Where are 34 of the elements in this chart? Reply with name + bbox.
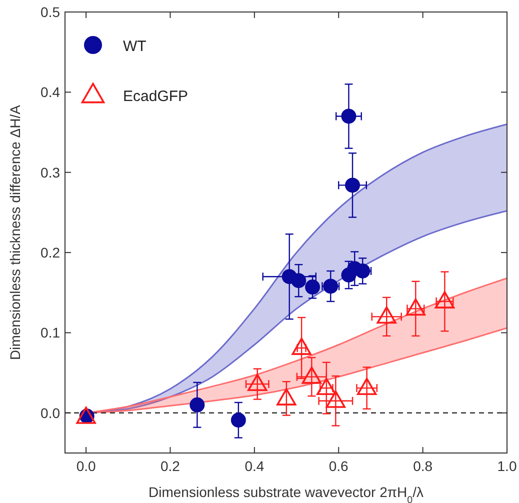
point bbox=[357, 378, 377, 396]
x-axis-title: Dimensionless substrate wavevector 2πH$_{0}$/λ bbox=[148, 484, 424, 503]
point bbox=[190, 397, 205, 412]
y-tick-label: 0.3 bbox=[40, 164, 60, 180]
point bbox=[305, 280, 320, 295]
point bbox=[291, 273, 306, 288]
point bbox=[276, 388, 296, 406]
x-tick-label: 1.0 bbox=[497, 458, 517, 474]
y-axis-title: Dimensionless thickness difference ΔH/A bbox=[7, 104, 23, 360]
y-tick-label: 0.2 bbox=[40, 244, 60, 261]
y-tick-label: 0.1 bbox=[40, 324, 60, 341]
x-tick-label: 0.6 bbox=[328, 458, 349, 474]
point bbox=[376, 306, 396, 324]
point bbox=[248, 374, 268, 392]
point bbox=[355, 263, 370, 278]
point bbox=[316, 378, 336, 396]
point bbox=[292, 338, 312, 355]
y-tick-label: 0.4 bbox=[40, 84, 60, 100]
point bbox=[434, 291, 455, 308]
x-tick-label: 0.4 bbox=[244, 458, 264, 474]
point bbox=[326, 390, 346, 408]
legend-label: WT bbox=[123, 38, 146, 55]
point bbox=[345, 178, 360, 193]
x-tick-label: 0.0 bbox=[76, 458, 96, 474]
point bbox=[323, 278, 338, 294]
point bbox=[76, 406, 96, 424]
point bbox=[302, 366, 322, 384]
y-tick-label: 0.0 bbox=[40, 404, 60, 421]
y-tick-label: 0.5 bbox=[40, 4, 60, 20]
x-tick-label: 0.8 bbox=[413, 458, 433, 474]
point bbox=[406, 298, 426, 316]
legend-label: EcadGFP bbox=[123, 88, 188, 105]
point bbox=[341, 108, 356, 124]
x-tick-label: 0.2 bbox=[160, 458, 180, 474]
